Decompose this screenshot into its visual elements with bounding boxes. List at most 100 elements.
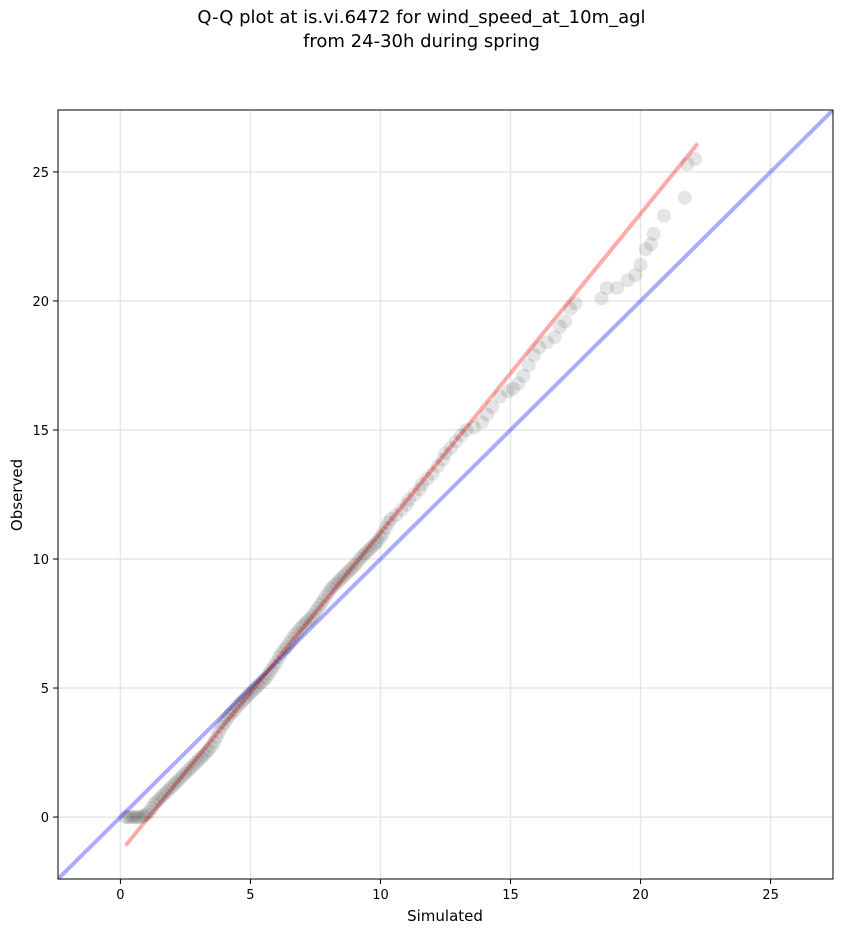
data-point [383, 512, 398, 527]
data-point [688, 152, 703, 167]
data-point [300, 613, 315, 628]
data-point [316, 593, 331, 608]
fit-line [124, 142, 700, 847]
data-point [532, 340, 547, 355]
data-point [412, 482, 427, 497]
data-point [511, 376, 526, 391]
data-point [467, 420, 482, 435]
data-point [628, 268, 643, 283]
data-point [227, 702, 242, 717]
data-point [425, 466, 440, 481]
data-point [321, 585, 336, 600]
data-point [526, 348, 541, 363]
data-point [459, 422, 474, 437]
data-point [149, 794, 164, 809]
y-tick-label: 15 [32, 424, 49, 439]
plot-frame [57, 109, 834, 880]
data-point [402, 492, 417, 507]
data-point [438, 446, 453, 461]
y-axis-label: Observed [8, 459, 26, 531]
data-point [656, 208, 671, 223]
data-point [292, 621, 307, 636]
data-point [347, 558, 362, 573]
data-point [547, 330, 562, 345]
data-point [259, 670, 274, 685]
data-point [209, 730, 224, 745]
data-point [415, 477, 430, 492]
data-point [474, 415, 489, 430]
data-point [344, 561, 359, 576]
data-point [282, 635, 297, 650]
data-point [233, 696, 248, 711]
scatter-points [118, 152, 703, 825]
x-tick-label: 20 [632, 888, 649, 903]
data-point [539, 335, 554, 350]
data-point [389, 508, 404, 523]
data-point [633, 257, 648, 272]
data-point [376, 526, 391, 541]
data-point [269, 655, 284, 670]
data-point [274, 646, 289, 661]
chart-title-line-2: from 24-30h during spring [303, 31, 540, 52]
data-point [186, 758, 201, 773]
data-point [493, 389, 508, 404]
data-point [121, 810, 136, 825]
data-point [368, 536, 383, 551]
x-tick-label: 25 [762, 888, 779, 903]
data-point [370, 533, 385, 548]
data-point [399, 497, 414, 512]
data-point [139, 807, 154, 822]
data-point [212, 724, 227, 739]
data-point [194, 750, 209, 765]
data-point [363, 541, 378, 556]
data-point [337, 568, 352, 583]
data-point [217, 715, 232, 730]
data-point [295, 619, 310, 634]
data-point [552, 319, 567, 334]
data-point [246, 683, 261, 698]
axis-ticks: 0 5 10 15 20 25 0 5 10 15 20 25 [32, 166, 778, 903]
data-point [272, 650, 287, 665]
reference-lines [58, 110, 833, 879]
data-point [521, 358, 536, 373]
data-point [181, 763, 196, 778]
data-point [155, 789, 170, 804]
data-point [170, 773, 185, 788]
data-point [235, 693, 250, 708]
data-point [266, 659, 281, 674]
data-point [175, 768, 190, 783]
data-point [610, 281, 625, 296]
data-point [313, 597, 328, 612]
data-point [243, 686, 258, 701]
data-point [506, 381, 521, 396]
data-point [500, 384, 515, 399]
data-point [680, 157, 695, 172]
data-point [430, 459, 445, 474]
data-point [318, 589, 333, 604]
data-point [199, 745, 214, 760]
data-point [516, 368, 531, 383]
data-point [599, 281, 614, 296]
y-tick-label: 25 [32, 166, 49, 181]
data-point [147, 797, 162, 812]
data-point [420, 472, 435, 487]
data-point [168, 776, 183, 791]
data-point [355, 549, 370, 564]
data-point [230, 699, 245, 714]
data-point [643, 237, 658, 252]
data-point [435, 452, 450, 467]
data-point [144, 801, 159, 816]
data-point [454, 428, 469, 443]
data-point [222, 708, 237, 723]
data-point [220, 712, 235, 727]
data-point [207, 735, 222, 750]
x-tick-label: 0 [116, 888, 124, 903]
data-point [248, 681, 263, 696]
data-point [152, 792, 167, 807]
y-tick-label: 5 [41, 682, 49, 697]
data-point [646, 226, 661, 241]
data-point [381, 515, 396, 530]
data-point [558, 314, 573, 329]
data-point [407, 487, 422, 502]
